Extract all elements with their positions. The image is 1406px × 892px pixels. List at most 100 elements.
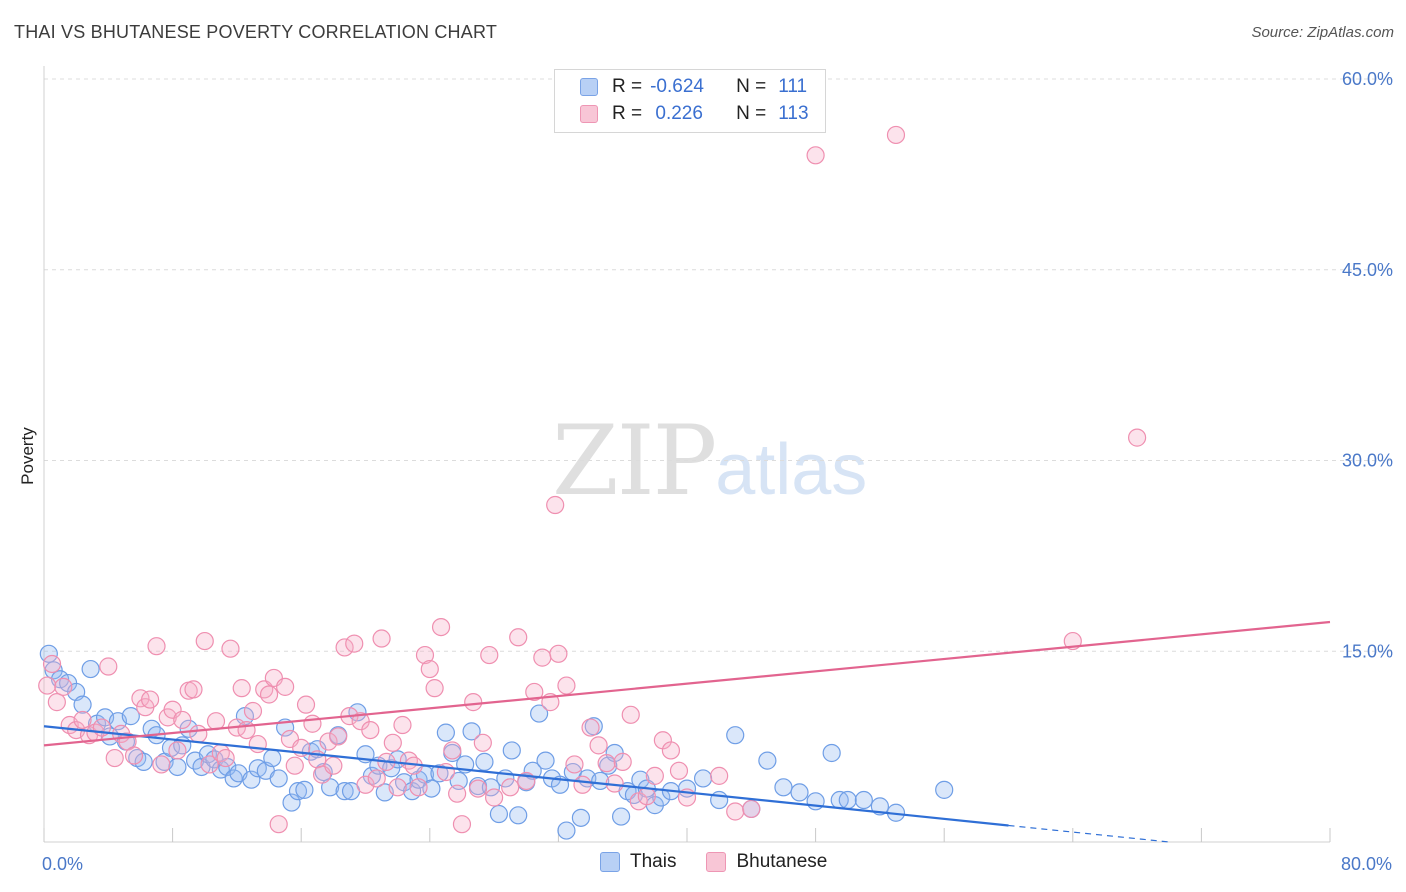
axis-labels: 15.0% 30.0% 45.0% 60.0% 0.0% 80.0% Poverty: [18, 69, 1393, 874]
point-bhutanese: [637, 787, 656, 806]
point-bhutanese: [206, 712, 226, 731]
point-bhutanese: [184, 680, 203, 699]
point-thais: [870, 797, 890, 816]
point-bhutanese: [237, 720, 256, 740]
point-bhutanese: [409, 778, 428, 797]
point-thais: [81, 659, 100, 679]
legend-swatch-thais: [600, 852, 620, 872]
point-bhutanese: [329, 727, 348, 746]
point-bhutanese: [372, 629, 391, 648]
series-legend: Thais Bhutanese: [600, 851, 827, 873]
legend-label-bhutanese: Bhutanese: [736, 851, 828, 872]
point-bhutanese: [269, 815, 288, 834]
point-bhutanese: [742, 799, 761, 819]
point-thais: [295, 780, 314, 799]
legend-swatch-bhutanese: [580, 105, 598, 123]
point-bhutanese: [124, 746, 144, 765]
point-bhutanese: [485, 788, 504, 807]
x-tick-label: 80.0%: [1341, 854, 1392, 874]
point-bhutanese: [319, 732, 338, 751]
point-bhutanese: [388, 778, 407, 797]
point-bhutanese: [415, 645, 435, 665]
point-bhutanese: [296, 695, 316, 714]
point-bhutanese: [565, 755, 584, 774]
point-bhutanese: [168, 741, 187, 760]
point-thais: [362, 766, 382, 785]
y-tick-label: 15.0%: [1342, 641, 1393, 661]
point-bhutanese: [367, 769, 386, 788]
chart-title: THAI VS BHUTANESE POVERTY CORRELATION CH…: [14, 22, 498, 42]
point-bhutanese: [105, 748, 124, 768]
point-thais: [758, 751, 777, 770]
point-thais: [269, 769, 288, 788]
legend-r-label: R =: [612, 76, 643, 97]
point-bhutanese: [448, 784, 467, 803]
point-thais: [854, 790, 873, 810]
point-bhutanese: [345, 634, 364, 653]
point-bhutanese: [425, 679, 444, 698]
point-bhutanese: [452, 815, 472, 834]
data-points: [38, 125, 1147, 840]
point-bhutanese: [525, 682, 544, 702]
point-bhutanese: [661, 741, 681, 760]
point-bhutanese: [501, 778, 520, 797]
point-bhutanese: [335, 638, 354, 657]
point-bhutanese: [152, 755, 171, 774]
legend-n-value: 113: [778, 103, 809, 124]
point-bhutanese: [581, 718, 600, 737]
point-bhutanese: [248, 734, 267, 754]
legend-r-value: 0.226: [650, 103, 703, 124]
trend-extension-thais: [1008, 824, 1170, 843]
point-bhutanese: [546, 495, 565, 515]
point-bhutanese: [173, 710, 192, 730]
point-bhutanese: [324, 756, 343, 775]
point-thais: [242, 770, 261, 789]
point-bhutanese: [726, 802, 745, 821]
axes: [43, 66, 1331, 843]
point-bhutanese: [669, 761, 689, 780]
point-bhutanese: [259, 685, 279, 704]
point-thais: [774, 778, 793, 797]
y-tick-label: 60.0%: [1342, 69, 1393, 89]
point-thais: [502, 741, 521, 760]
y-tick-label: 30.0%: [1342, 451, 1393, 471]
point-bhutanese: [285, 756, 304, 775]
trend-lines: [43, 620, 1331, 843]
point-bhutanese: [645, 766, 664, 785]
point-bhutanese: [195, 631, 214, 651]
legend-n-label: N =: [736, 76, 767, 97]
point-bhutanese: [393, 715, 412, 735]
point-thais: [168, 757, 187, 777]
point-bhutanese: [147, 637, 166, 656]
point-thais: [430, 764, 449, 783]
point-bhutanese: [533, 648, 552, 667]
point-thais: [530, 704, 549, 723]
point-thais: [611, 807, 631, 826]
point-bhutanese: [47, 693, 66, 712]
point-thais: [282, 793, 301, 812]
point-bhutanese: [38, 676, 57, 695]
point-thais: [726, 726, 745, 745]
point-bhutanese: [200, 755, 219, 774]
point-thais: [571, 808, 591, 827]
point-thais: [790, 783, 809, 802]
point-bhutanese: [356, 775, 375, 794]
point-bhutanese: [303, 714, 322, 733]
point-thais: [536, 751, 555, 770]
legend-swatch-bhutanese: [706, 852, 727, 872]
point-thais: [557, 821, 576, 840]
point-bhutanese: [361, 720, 380, 740]
legend-r-value: -0.624: [650, 76, 704, 97]
point-bhutanese: [613, 752, 632, 771]
point-thais: [822, 743, 841, 763]
point-bhutanese: [54, 677, 73, 696]
point-thais: [481, 778, 500, 797]
point-bhutanese: [73, 710, 92, 730]
point-thais: [121, 707, 140, 726]
legend-r-label: R =: [612, 103, 643, 124]
point-thais: [134, 752, 153, 771]
point-bhutanese: [216, 748, 235, 768]
point-thais: [335, 782, 354, 801]
watermark-atlas: atlas: [715, 430, 868, 510]
point-bhutanese: [232, 679, 251, 698]
